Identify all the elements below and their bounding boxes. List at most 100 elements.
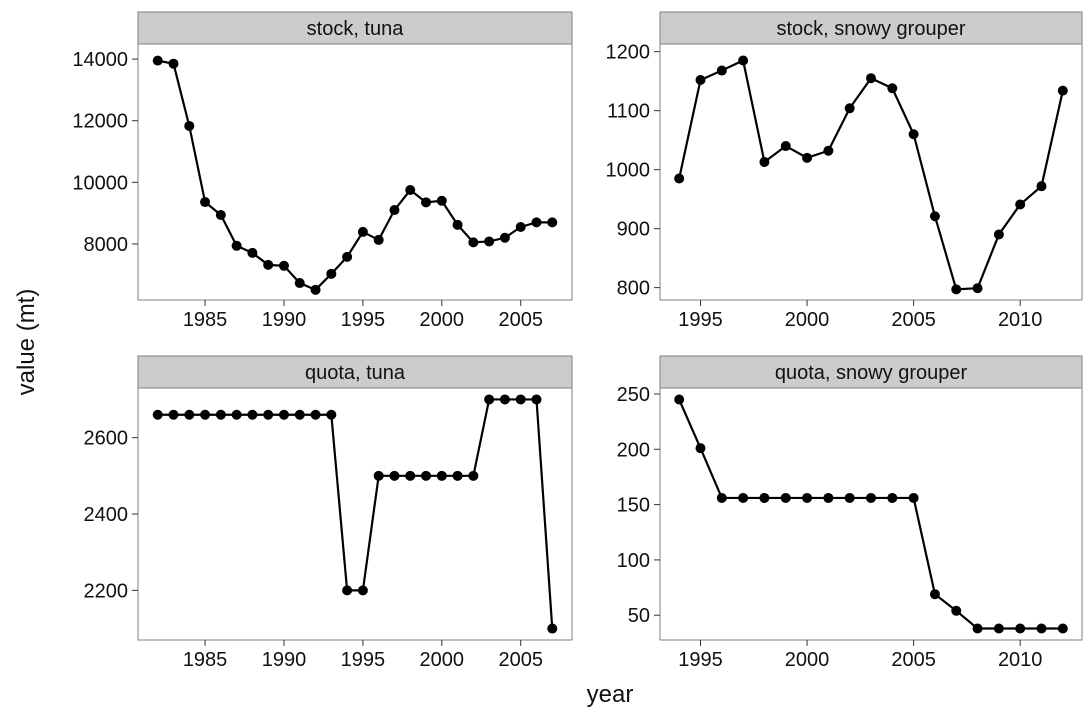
data-point	[152, 55, 163, 66]
y-tick-label: 8000	[84, 234, 129, 256]
data-point	[152, 409, 163, 420]
data-point	[421, 470, 432, 481]
data-point	[231, 409, 242, 420]
data-point	[247, 409, 258, 420]
data-point	[1015, 623, 1026, 634]
data-point	[866, 73, 876, 84]
x-tick-label: 1995	[341, 309, 386, 331]
data-point	[716, 65, 727, 76]
data-point	[695, 74, 706, 85]
data-point	[200, 197, 211, 208]
data-point	[780, 141, 791, 152]
x-tick-label: 2005	[498, 309, 543, 331]
data-point	[389, 205, 400, 216]
data-point	[759, 156, 770, 167]
data-point	[357, 226, 368, 237]
x-tick-label: 2000	[785, 649, 830, 671]
data-point	[231, 240, 242, 251]
x-axis-label: year	[587, 681, 634, 708]
data-point	[499, 232, 510, 243]
x-tick-label: 1995	[341, 649, 386, 671]
data-point	[1015, 199, 1026, 210]
data-point	[310, 409, 321, 420]
x-tick-label: 2000	[420, 649, 465, 671]
data-point	[993, 229, 1004, 240]
y-tick-label: 100	[617, 550, 650, 572]
x-tick-label: 2010	[998, 649, 1043, 671]
data-point	[515, 394, 526, 405]
data-point	[866, 492, 876, 503]
y-tick-label: 200	[617, 439, 650, 461]
data-point	[547, 623, 558, 634]
y-tick-label: 1200	[606, 42, 651, 64]
data-point	[738, 492, 749, 503]
data-point	[215, 409, 226, 420]
data-point	[184, 409, 195, 420]
data-point	[200, 409, 211, 420]
data-point	[405, 185, 416, 196]
data-point	[531, 217, 542, 228]
data-point	[436, 470, 447, 481]
y-tick-label: 2600	[84, 428, 129, 450]
data-point	[515, 221, 526, 232]
data-point	[547, 217, 558, 228]
data-point	[357, 585, 368, 596]
data-point	[168, 58, 179, 69]
data-point	[887, 492, 898, 503]
data-point	[342, 585, 353, 596]
data-point	[263, 409, 274, 420]
x-tick-label: 2005	[891, 309, 936, 331]
strip-title: stock, tuna	[307, 18, 405, 40]
data-point	[823, 145, 834, 156]
data-point	[929, 211, 940, 222]
x-tick-label: 1985	[183, 649, 228, 671]
strip-title: quota, tuna	[305, 362, 406, 384]
data-point	[342, 251, 353, 262]
data-point	[452, 470, 463, 481]
data-point	[823, 492, 834, 503]
data-point	[780, 492, 791, 503]
data-point	[452, 219, 463, 230]
data-point	[468, 470, 479, 481]
y-tick-label: 1100	[607, 101, 650, 123]
data-point	[484, 236, 495, 247]
y-tick-label: 2400	[84, 504, 129, 526]
data-point	[373, 470, 384, 481]
data-point	[184, 120, 195, 131]
data-point	[738, 55, 749, 66]
x-tick-label: 2005	[891, 649, 936, 671]
data-point	[421, 197, 432, 208]
data-point	[294, 278, 305, 289]
data-point	[674, 394, 685, 405]
data-point	[405, 470, 416, 481]
data-point	[247, 247, 258, 258]
data-point	[695, 443, 706, 454]
data-point	[802, 492, 813, 503]
data-point	[844, 492, 855, 503]
x-tick-label: 2000	[420, 309, 465, 331]
data-point	[389, 470, 400, 481]
data-point	[951, 284, 962, 295]
x-tick-label: 1990	[262, 649, 307, 671]
y-tick-label: 10000	[72, 172, 128, 194]
x-tick-label: 1985	[183, 309, 228, 331]
panel	[659, 387, 1083, 641]
data-point	[1057, 85, 1068, 96]
x-tick-label: 1995	[678, 309, 723, 331]
data-point	[278, 409, 289, 420]
data-point	[802, 152, 813, 163]
data-point	[908, 129, 919, 140]
x-tick-label: 2005	[498, 649, 543, 671]
data-point	[887, 83, 898, 94]
data-point	[929, 589, 940, 600]
panel	[659, 43, 1083, 301]
x-tick-label: 2010	[998, 309, 1043, 331]
y-tick-label: 1000	[606, 160, 651, 182]
data-point	[674, 173, 685, 184]
data-point	[759, 492, 770, 503]
strip	[137, 355, 573, 389]
data-point	[468, 237, 479, 248]
strip	[659, 11, 1083, 45]
